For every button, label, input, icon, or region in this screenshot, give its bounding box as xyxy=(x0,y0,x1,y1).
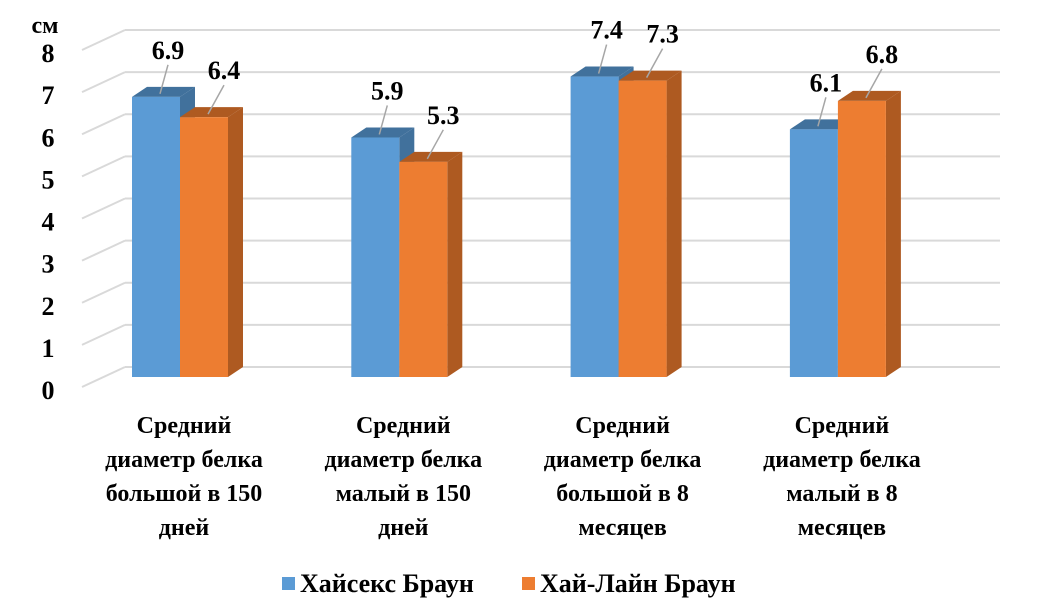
legend-label-series-2: Хай-Лайн Браун xyxy=(540,569,736,598)
bar-front xyxy=(351,137,400,377)
gridline-depth xyxy=(81,71,126,94)
y-tick-label: 3 xyxy=(42,250,55,279)
bar-2-1 xyxy=(180,107,243,377)
bar-top xyxy=(789,119,853,130)
bar-front xyxy=(618,80,667,378)
leader-line xyxy=(597,44,608,74)
bar-front xyxy=(789,129,838,377)
gridline-depth xyxy=(81,29,126,51)
gridline-depth xyxy=(81,197,126,220)
bar-top xyxy=(837,90,901,101)
bar-front xyxy=(132,96,180,378)
bar-top xyxy=(618,70,682,81)
leader-line xyxy=(378,105,389,135)
bar-side xyxy=(666,70,682,378)
leader-line xyxy=(159,64,169,95)
data-label: 7.3 xyxy=(646,20,679,49)
category-label: Средний xyxy=(575,413,670,439)
leader-line xyxy=(426,129,444,160)
gridline-depth xyxy=(81,113,126,136)
category-label: диаметр белка xyxy=(105,447,263,473)
gridline-depth xyxy=(81,323,126,346)
category-label: большой в 150 xyxy=(106,481,263,507)
category-label: большой в 8 xyxy=(556,481,689,507)
y-tick-label: 7 xyxy=(42,81,55,110)
y-tick-label: 2 xyxy=(42,292,55,321)
bar-top xyxy=(180,107,243,118)
data-label: 6.1 xyxy=(810,68,843,97)
category-label: месяцев xyxy=(578,515,666,541)
category-label: диаметр белка xyxy=(763,447,921,473)
category-label: дней xyxy=(378,515,429,541)
y-tick-label: 6 xyxy=(42,123,55,152)
category-label: малый в 8 xyxy=(786,481,897,507)
bar-2-2 xyxy=(399,151,463,377)
y-tick-label: 5 xyxy=(42,165,55,194)
y-axis-unit-label: см xyxy=(32,13,59,39)
data-label: 6.9 xyxy=(152,36,185,65)
legend-swatch-series-1 xyxy=(282,577,295,590)
gridline-depth xyxy=(81,155,126,178)
data-label: 6.4 xyxy=(208,56,241,85)
category-label: малый в 150 xyxy=(336,481,471,507)
category-label: месяцев xyxy=(798,515,886,541)
gridline-depth xyxy=(81,239,126,262)
leader-line xyxy=(207,84,225,115)
legend-swatch-series-2 xyxy=(522,577,535,590)
bar-front xyxy=(180,117,228,377)
y-tick-label: 4 xyxy=(42,208,55,237)
gridline-depth xyxy=(81,366,126,388)
data-label: 6.8 xyxy=(866,40,899,69)
leader-line xyxy=(817,97,827,127)
bar-top xyxy=(570,66,634,77)
legend: Хайсекс Браун Хай-Лайн Браун xyxy=(282,569,736,598)
category-label: дней xyxy=(159,515,210,541)
bar-2-3 xyxy=(618,70,682,378)
y-tick-label: 1 xyxy=(42,334,55,363)
y-tick-label: 0 xyxy=(42,376,55,405)
bar-top xyxy=(351,127,415,138)
bar-side xyxy=(228,107,243,377)
bar-side xyxy=(447,151,463,377)
bar-front xyxy=(570,76,619,377)
leader-line xyxy=(645,48,664,78)
category-label: Средний xyxy=(795,413,890,439)
bar-top xyxy=(399,151,463,162)
category-label: Средний xyxy=(356,413,451,439)
bar-top xyxy=(132,86,195,97)
data-label: 5.3 xyxy=(427,101,460,130)
gridline-depth xyxy=(81,281,126,304)
data-label: 7.4 xyxy=(590,16,623,45)
bar-side xyxy=(885,90,901,378)
category-label: диаметр белка xyxy=(544,447,702,473)
category-label: Средний xyxy=(137,413,232,439)
leader-line xyxy=(865,68,883,99)
legend-label-series-1: Хайсекс Браун xyxy=(300,569,474,598)
y-tick-label: 8 xyxy=(42,39,55,68)
bar-front xyxy=(837,100,886,378)
bar-front xyxy=(399,161,448,377)
bar-2-4 xyxy=(837,90,901,378)
category-label: диаметр белка xyxy=(324,447,482,473)
data-label: 5.9 xyxy=(371,76,404,105)
